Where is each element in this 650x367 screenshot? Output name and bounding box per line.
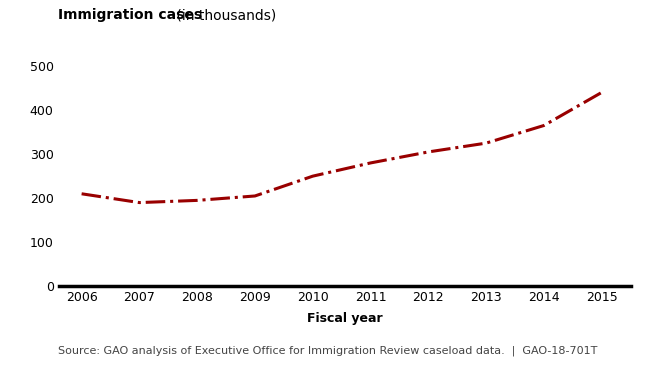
Text: (in thousands): (in thousands) <box>172 8 276 22</box>
Text: Immigration cases: Immigration cases <box>58 8 203 22</box>
X-axis label: Fiscal year: Fiscal year <box>307 312 382 326</box>
Text: Source: GAO analysis of Executive Office for Immigration Review caseload data.  : Source: GAO analysis of Executive Office… <box>58 345 598 356</box>
